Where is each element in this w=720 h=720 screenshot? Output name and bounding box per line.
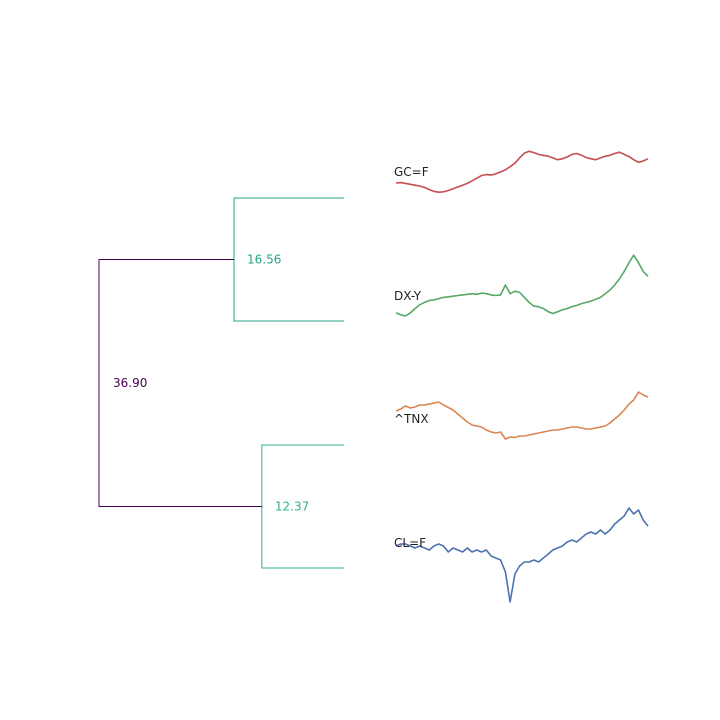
sparkline-series [396,392,648,439]
sparkline-series [396,508,648,602]
dendrogram-tree: 16.56 12.37 36.90 [99,198,344,568]
series-label: CL=F [394,536,426,550]
sparkline-panel: GC=F DX-Y ^TNX CL=F [394,151,648,602]
series-label: GC=F [394,165,429,179]
merge-distance-label: 36.90 [113,376,147,390]
merge-distance-label: 12.37 [275,500,309,514]
merge-distance-label: 16.56 [247,253,281,267]
sparkline-series [396,255,648,316]
sparkline-series [396,151,648,192]
series-label: ^TNX [394,412,429,426]
series-label: DX-Y [394,289,422,303]
